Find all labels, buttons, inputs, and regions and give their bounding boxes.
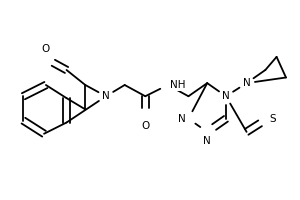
Text: NH: NH — [170, 80, 186, 90]
Text: O: O — [141, 121, 149, 131]
Text: N: N — [243, 78, 250, 88]
Text: N: N — [102, 91, 110, 101]
Text: N: N — [222, 91, 230, 101]
Text: N: N — [203, 136, 211, 146]
Text: N: N — [178, 114, 186, 124]
Text: O: O — [42, 44, 50, 54]
Text: S: S — [269, 114, 276, 124]
